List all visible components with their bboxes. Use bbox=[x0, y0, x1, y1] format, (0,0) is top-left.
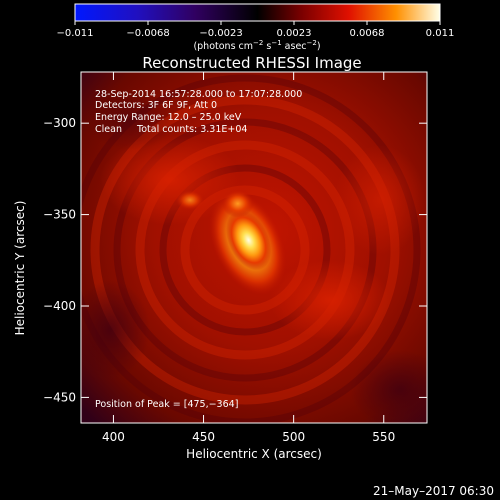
plot-frame bbox=[80, 71, 428, 424]
footer-timestamp: 21–May–2017 06:30 bbox=[373, 484, 494, 498]
y-tick-label: −300 bbox=[43, 116, 76, 130]
colorbar-tick-label: −0.011 bbox=[56, 28, 93, 39]
annotation-peak: Position of Peak = [475,−364] bbox=[95, 399, 238, 410]
x-axis-label: Heliocentric X (arcsec) bbox=[186, 447, 322, 461]
colorbar-frame bbox=[74, 3, 441, 22]
y-tick-label: −350 bbox=[43, 208, 76, 222]
annotation-detectors: Detectors: 3F 6F 9F, Att 0 bbox=[95, 100, 217, 111]
colorbar bbox=[75, 4, 440, 21]
colorbar-ticks: −0.011 −0.0068 −0.0023 0.0023 0.0068 0.011 bbox=[56, 21, 454, 39]
heatmap-image bbox=[81, 72, 427, 423]
source-primary bbox=[225, 209, 272, 271]
chart-title: Reconstructed RHESSI Image bbox=[142, 54, 361, 72]
y-tick-label: −400 bbox=[43, 299, 76, 313]
colorbar-tick-label: 0.0023 bbox=[277, 28, 312, 39]
source-secondary bbox=[221, 189, 254, 218]
y-axis-label: Heliocentric Y (arcsec) bbox=[13, 201, 27, 336]
colorbar-units: (photons cm−2 s−1 asec−2) bbox=[193, 39, 320, 52]
annotation-clean: Clean Total counts: 3.31E+04 bbox=[95, 124, 247, 135]
axis-ticks: 400 450 500 550 −300 −350 −400 −450 bbox=[43, 72, 427, 444]
x-tick-label: 450 bbox=[192, 430, 215, 444]
colorbar-tick-label: −0.0068 bbox=[126, 28, 169, 39]
annotation-energy: Energy Range: 12.0 – 25.0 keV bbox=[95, 112, 242, 123]
x-tick-label: 550 bbox=[372, 430, 395, 444]
colorbar-tick-label: 0.0068 bbox=[350, 28, 385, 39]
annotation-time-range: 28-Sep-2014 16:57:28.000 to 17:07:28.000 bbox=[95, 89, 302, 100]
colorbar-tick-label: −0.0023 bbox=[199, 28, 242, 39]
colorbar-tick-label: 0.011 bbox=[426, 28, 455, 39]
x-tick-label: 400 bbox=[102, 430, 125, 444]
x-tick-label: 500 bbox=[282, 430, 305, 444]
y-tick-label: −450 bbox=[43, 390, 76, 404]
